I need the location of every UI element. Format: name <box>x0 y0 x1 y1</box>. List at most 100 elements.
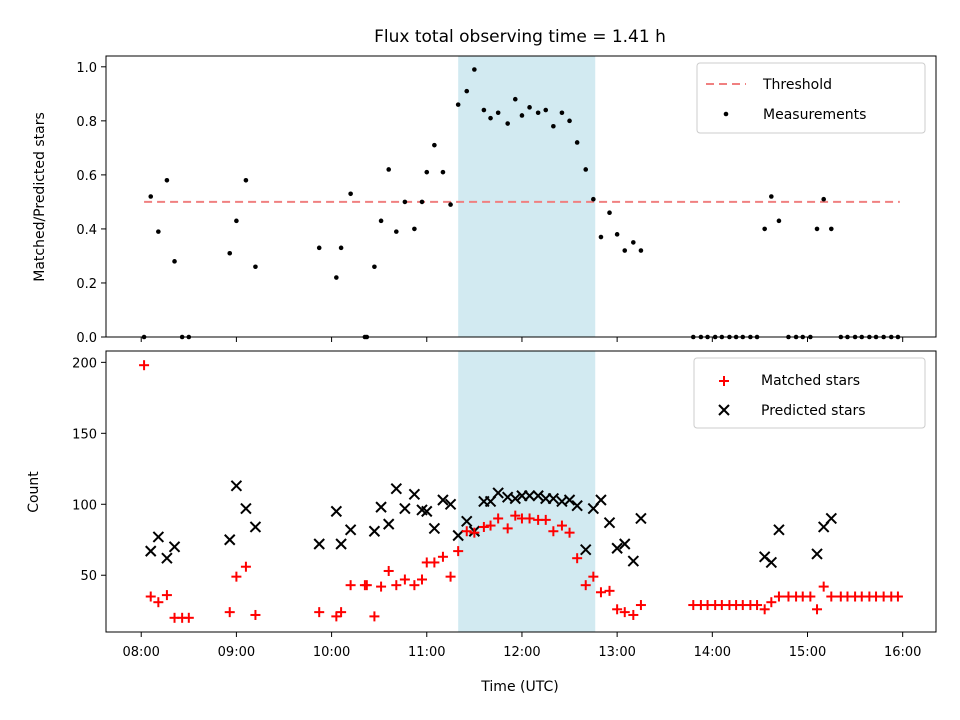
measurement-point <box>591 196 596 202</box>
matched-point <box>453 546 464 557</box>
y-tick-label: 100 <box>72 498 97 513</box>
matched-point <box>153 597 164 608</box>
matched-point <box>588 571 599 582</box>
predicted-point <box>563 494 576 506</box>
measurement-point <box>172 259 177 264</box>
matched-point <box>437 551 448 562</box>
predicted-marker-stroke <box>375 501 387 513</box>
predicted-point <box>509 492 521 505</box>
matched-point <box>502 523 513 534</box>
predicted-point <box>580 543 592 556</box>
predicted-marker-stroke <box>627 555 640 567</box>
matched-point <box>524 513 535 524</box>
predicted-marker-stroke <box>230 480 243 492</box>
matched-point <box>572 553 583 564</box>
bottom-y-axis-title: Count <box>26 471 42 513</box>
legend-predicted-swatch <box>718 404 730 416</box>
measurement-point <box>527 105 532 110</box>
matched-point <box>314 607 325 618</box>
predicted-marker-stroke <box>635 512 647 525</box>
y-tick-label: 0.6 <box>76 169 97 184</box>
matched-point <box>445 571 456 582</box>
predicted-marker-stroke <box>571 499 583 512</box>
predicted-point <box>437 494 449 506</box>
measurement-point <box>488 115 493 121</box>
predicted-marker-stroke <box>416 504 428 516</box>
matched-point <box>752 600 763 611</box>
measurement-point <box>769 194 774 199</box>
top-y-axis: 0.0 0.2 0.4 0.6 0.8 1.0 <box>76 61 106 346</box>
predicted-point <box>532 490 544 502</box>
measurement-point <box>472 67 477 72</box>
bottom-legend: Matched stars Predicted stars <box>693 357 926 429</box>
matched-point <box>628 609 639 620</box>
predicted-point <box>603 517 616 529</box>
predicted-point <box>375 501 387 513</box>
measurement-point <box>455 102 461 107</box>
matched-point <box>361 580 372 591</box>
matched-point <box>469 527 480 538</box>
predicted-marker-stroke <box>765 556 778 569</box>
measurement-point <box>638 248 644 253</box>
predicted-marker-stroke <box>152 531 165 543</box>
matched-point <box>619 607 630 618</box>
y-tick-label: 0.0 <box>76 331 97 346</box>
legend-matched-label: Matched stars <box>761 373 860 389</box>
matched-point <box>812 604 823 615</box>
predicted-point <box>230 480 243 492</box>
chart-title: Flux total observing time = 1.41 h <box>374 27 666 47</box>
matched-point <box>376 581 387 592</box>
measurement-point <box>776 218 782 224</box>
measurement-point <box>821 196 826 202</box>
legend-matched-swatch <box>719 376 729 386</box>
matched-point <box>485 520 496 531</box>
predicted-point <box>161 552 173 564</box>
measurement-point <box>598 234 604 240</box>
matched-point <box>399 574 410 585</box>
measurement-point <box>394 229 399 234</box>
measurement-point <box>567 118 572 124</box>
measurement-point <box>334 275 339 280</box>
measurement-point <box>574 140 580 145</box>
matched-point <box>429 557 440 568</box>
measurement-point <box>495 110 501 116</box>
legend-measurements-swatch <box>723 111 729 117</box>
top-span <box>458 56 596 337</box>
predicted-marker-stroke <box>444 498 457 510</box>
top-y-axis-title: Matched/Predicted stars <box>32 112 48 282</box>
predicted-marker-stroke <box>437 494 449 506</box>
measurement-point <box>348 191 353 197</box>
matched-point <box>409 580 420 591</box>
predicted-marker-stroke <box>595 494 607 506</box>
measurement-point <box>559 110 565 116</box>
predicted-point <box>421 505 433 518</box>
top-x-axis <box>140 337 904 342</box>
matched-stars-series <box>139 360 903 623</box>
predicted-marker-stroke <box>619 538 631 550</box>
measurement-point <box>378 218 384 224</box>
predicted-marker-stroke <box>547 492 560 505</box>
bottom-x-axis: 08:00 09:00 10:00 11:00 12:00 13:00 14:00 15:00… <box>122 632 921 660</box>
matched-point <box>493 513 504 524</box>
predicted-point <box>335 538 347 550</box>
y-tick-label: 0.4 <box>76 223 97 238</box>
measurement-point <box>402 199 408 205</box>
y-tick-label: 1.0 <box>76 61 97 76</box>
predicted-point <box>619 538 631 550</box>
matched-point <box>461 526 472 537</box>
measurement-point <box>481 107 487 113</box>
predicted-point <box>428 522 441 535</box>
predicted-marker-stroke <box>811 548 823 560</box>
predicted-point <box>547 492 560 505</box>
predicted-marker-stroke <box>461 515 473 528</box>
measurement-point <box>814 226 820 232</box>
predicted-point <box>611 542 623 554</box>
measurement-point <box>448 202 453 207</box>
predicted-marker-stroke <box>523 490 536 502</box>
matched-point <box>161 590 172 601</box>
matched-point <box>183 612 194 623</box>
predicted-point <box>635 512 647 525</box>
predicted-point <box>390 482 403 495</box>
predicted-point <box>249 521 262 533</box>
